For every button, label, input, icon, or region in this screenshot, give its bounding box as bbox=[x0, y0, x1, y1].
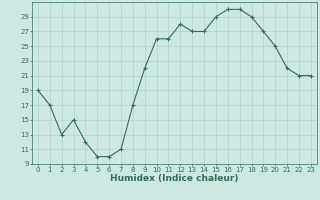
X-axis label: Humidex (Indice chaleur): Humidex (Indice chaleur) bbox=[110, 174, 239, 183]
